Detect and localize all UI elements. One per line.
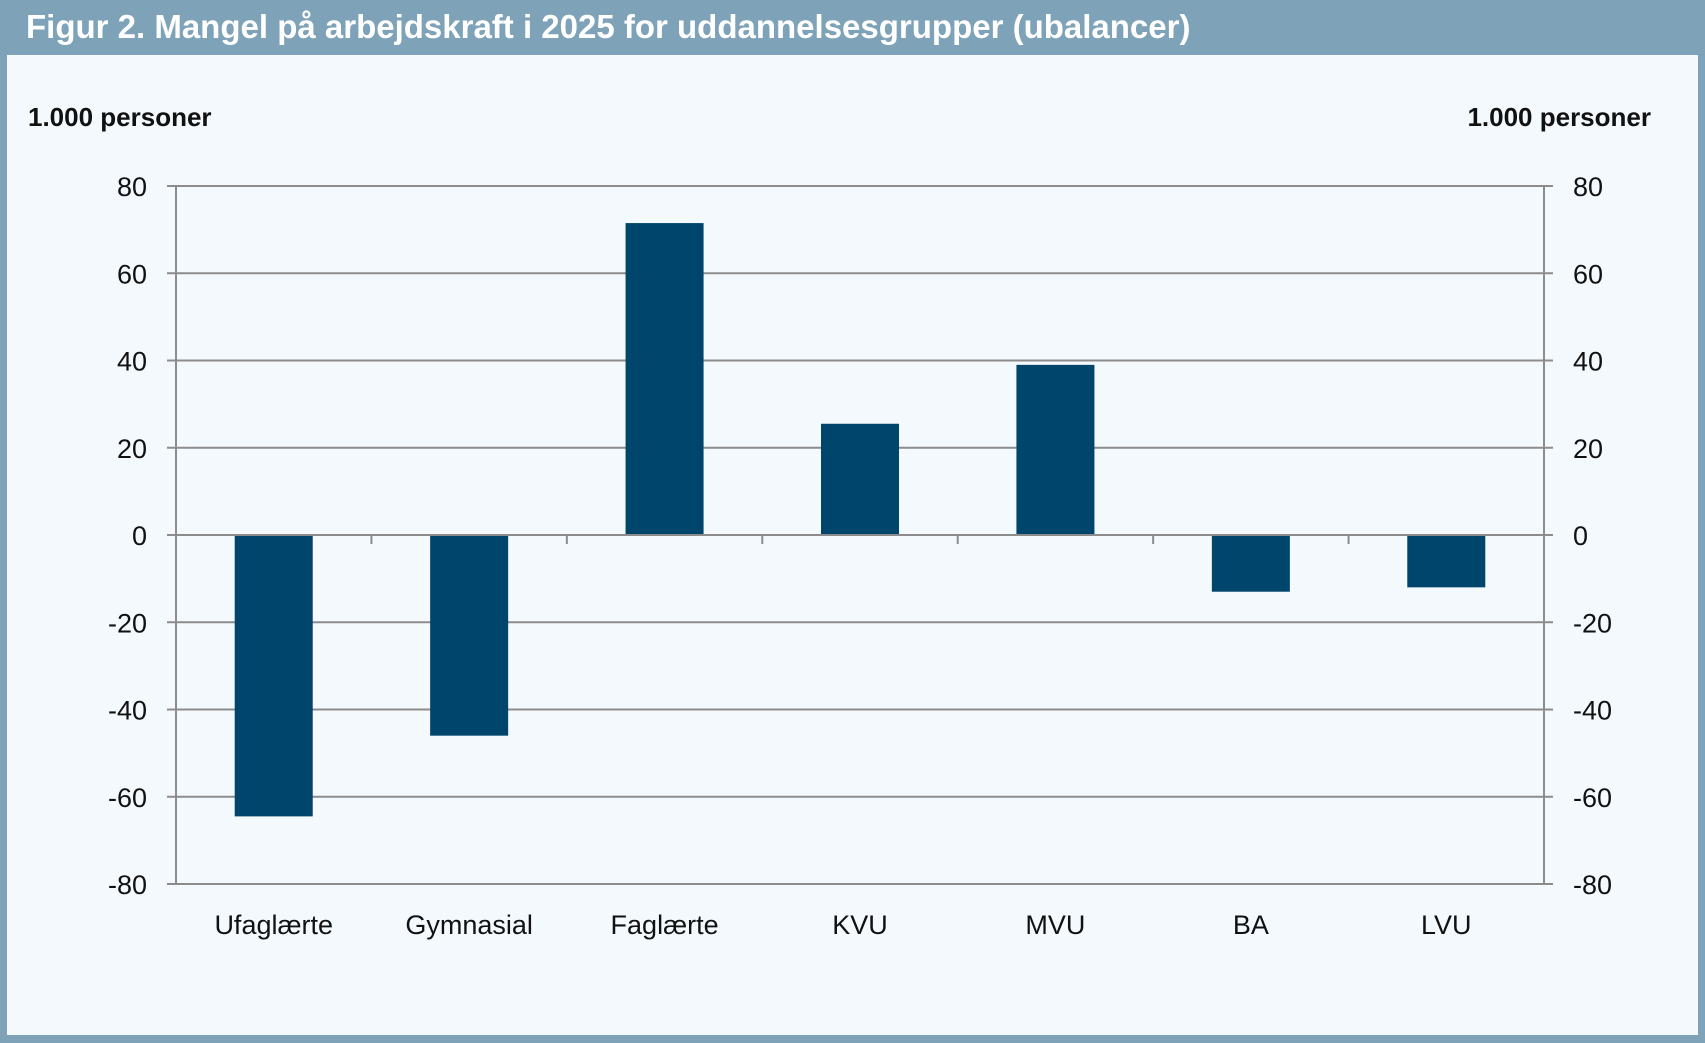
x-category-label: BA (1233, 910, 1269, 940)
y-axis-unit-left: 1.000 personer (28, 102, 212, 132)
y-tick-label-left: 60 (117, 259, 147, 289)
bars (234, 223, 1486, 817)
y-tick-label-left: -40 (108, 696, 147, 726)
tick-labels: 80 80 60 60 40 40 20 20 0 0 -20 -20 -40 -40 -60 -60 -80 -… (108, 172, 1612, 940)
y-tick-label-right: 60 (1573, 259, 1603, 289)
bar-3 (625, 223, 704, 536)
x-category-label: LVU (1421, 910, 1472, 940)
bar-2 (430, 535, 509, 736)
y-tick-label-right: -40 (1573, 696, 1612, 726)
y-tick-label-left: -60 (108, 783, 147, 813)
y-tick-label-right: 0 (1573, 521, 1588, 551)
y-axis-unit-right: 1.000 personer (1467, 102, 1651, 132)
axes (167, 185, 1553, 885)
y-tick-label-left: 40 (117, 347, 147, 377)
y-tick-label-right: -80 (1573, 870, 1612, 900)
figure-title: Figur 2. Mangel på arbejdskraft i 2025 f… (26, 8, 1191, 45)
bar-5 (1016, 364, 1095, 535)
x-category-label: KVU (832, 910, 888, 940)
y-tick-label-right: -20 (1573, 608, 1612, 638)
y-tick-label-left: 80 (117, 172, 147, 202)
y-tick-label-left: -80 (108, 870, 147, 900)
y-tick-label-right: 20 (1573, 434, 1603, 464)
y-tick-label-left: -20 (108, 608, 147, 638)
x-category-label: MVU (1025, 910, 1085, 940)
y-tick-label-left: 20 (117, 434, 147, 464)
bar-6 (1211, 535, 1290, 592)
bar-4 (821, 423, 899, 535)
bar-1 (234, 535, 313, 817)
y-tick-label-left: 0 (132, 521, 147, 551)
x-category-label: Gymnasial (405, 910, 533, 940)
x-category-label: Ufaglærte (214, 910, 333, 940)
bar-7 (1407, 535, 1486, 588)
figure-header: Figur 2. Mangel på arbejdskraft i 2025 f… (0, 0, 1705, 55)
y-tick-label-right: 80 (1573, 172, 1603, 202)
y-tick-label-right: -60 (1573, 783, 1612, 813)
y-tick-label-right: 40 (1573, 347, 1603, 377)
x-category-label: Faglærte (611, 910, 719, 940)
